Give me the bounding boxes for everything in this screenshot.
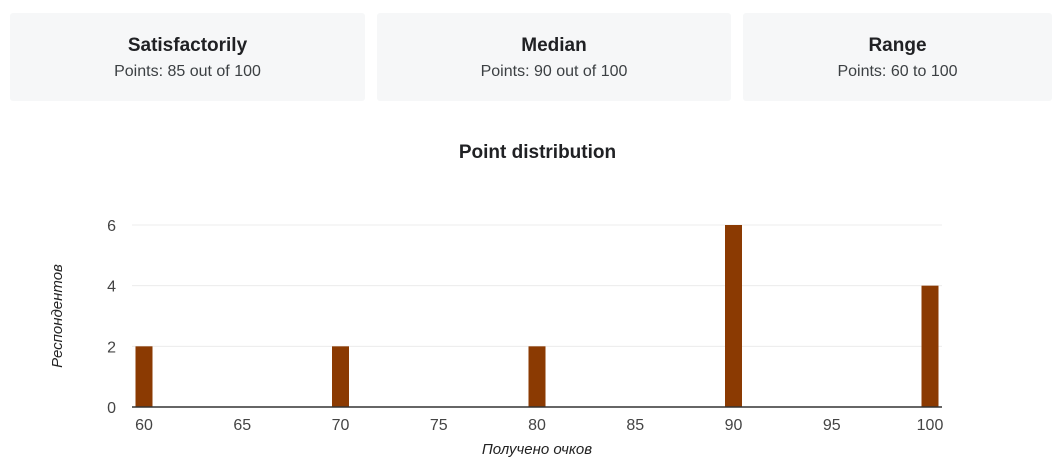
x-tick-label: 60 (135, 417, 153, 434)
x-tick-labels: 60 65 70 75 80 85 90 95 100 (135, 417, 943, 434)
x-tick-label: 90 (725, 417, 743, 434)
bar (921, 285, 939, 407)
stat-value: Points: 90 out of 100 (480, 63, 628, 80)
stat-title: Median (521, 35, 587, 56)
y-tick-labels: 0 2 4 6 (107, 218, 116, 417)
stat-card-satisfactorily: Satisfactorily Points: 85 out of 100 (10, 13, 365, 101)
y-axis-label: Респондентов (49, 264, 66, 368)
gridlines (132, 224, 942, 347)
y-tick-label: 4 (107, 279, 116, 296)
stat-card-range: Range Points: 60 to 100 (743, 13, 1052, 101)
stat-title: Range (868, 35, 927, 56)
bar (725, 225, 742, 407)
chart-title: Point distribution (458, 142, 617, 163)
summary-cards: Satisfactorily Points: 85 out of 100 Med… (10, 13, 1052, 101)
x-tick-label: 95 (823, 417, 841, 434)
bars (135, 225, 939, 407)
chart-plot: 0 2 4 6 60 65 70 75 80 85 90 95 100 Респондентов По… (49, 218, 943, 458)
x-tick-label: 65 (233, 417, 251, 434)
x-tick-label: 85 (626, 417, 644, 434)
x-tick-label: 70 (332, 417, 350, 434)
y-tick-label: 0 (107, 400, 116, 417)
stat-title: Satisfactorily (127, 35, 248, 56)
stat-card-median: Median Points: 90 out of 100 (377, 13, 731, 101)
y-tick-label: 6 (107, 218, 116, 235)
x-tick-label: 100 (917, 417, 944, 434)
stat-value: Points: 60 to 100 (837, 63, 958, 80)
y-tick-label: 2 (107, 339, 116, 356)
bar (135, 346, 153, 407)
point-distribution-chart: Point distribution 0 2 4 6 60 65 70 75 80 85 90 95… (0, 130, 1052, 459)
x-tick-label: 80 (528, 417, 546, 434)
bar (332, 346, 349, 407)
x-axis-label: Получено очков (482, 441, 592, 458)
stat-value: Points: 85 out of 100 (114, 63, 261, 80)
x-tick-label: 75 (430, 417, 448, 434)
bar (528, 346, 546, 407)
